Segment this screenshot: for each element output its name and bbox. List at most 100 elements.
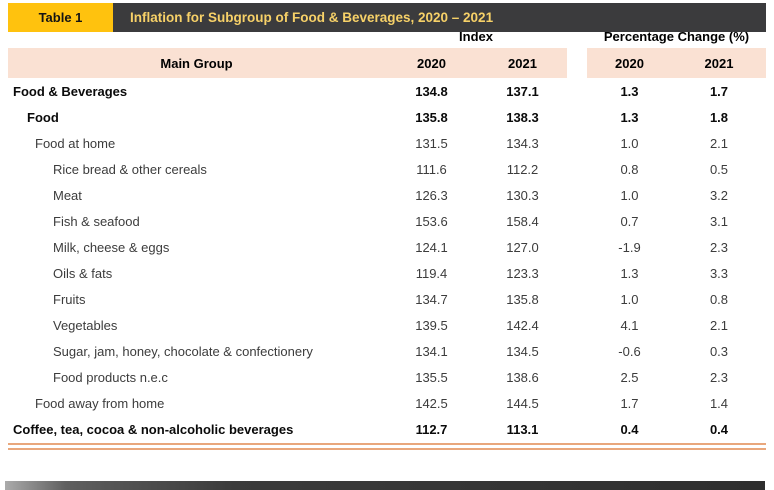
- row-value-index-2020: 112.7: [415, 421, 448, 437]
- table-row: Meat 126.3 130.3 1.0 3.2: [8, 182, 766, 208]
- column-gap: [567, 48, 587, 78]
- row-value-index-2020: 124.1: [415, 239, 448, 255]
- row-value-pct-2021: 2.3: [709, 369, 729, 385]
- table-row: Fish & seafood 153.6 158.4 0.7 3.1: [8, 208, 766, 234]
- row-value-pct-2021: 1.4: [709, 395, 729, 411]
- row-value-index-2021: 158.4: [506, 213, 539, 229]
- pct-2021-header: 2021: [672, 48, 766, 78]
- row-label: Coffee, tea, cocoa & non-alcoholic bever…: [13, 421, 294, 437]
- row-label: Milk, cheese & eggs: [53, 239, 170, 255]
- row-label: Sugar, jam, honey, chocolate & confectio…: [53, 343, 313, 359]
- row-value-pct-2021: 0.8: [709, 291, 729, 307]
- row-gap: [567, 156, 587, 182]
- table-row: Vegetables 139.5 142.4 4.1 2.1: [8, 312, 766, 338]
- row-value-index-2021: 137.1: [506, 83, 539, 99]
- table-column-header-row: Main Group 2020 2021 2020 2021: [8, 48, 766, 78]
- row-value-index-2021: 112.2: [506, 161, 539, 177]
- table-row: Food products n.e.c 135.5 138.6 2.5 2.3: [8, 364, 766, 390]
- row-value-pct-2020: 1.3: [620, 109, 639, 125]
- row-value-pct-2020: 1.7: [620, 395, 639, 411]
- row-gap: [567, 312, 587, 338]
- row-value-index-2020: 131.5: [415, 135, 448, 151]
- row-value-pct-2021: 0.3: [709, 343, 729, 359]
- row-label: Fish & seafood: [53, 213, 140, 229]
- table-title: Inflation for Subgroup of Food & Beverag…: [113, 3, 766, 32]
- row-value-pct-2020: 1.3: [620, 265, 639, 281]
- row-label: Oils & fats: [53, 265, 113, 281]
- row-value-index-2021: 135.8: [506, 291, 539, 307]
- row-value-index-2020: 153.6: [415, 213, 448, 229]
- row-gap: [567, 208, 587, 234]
- table-row: Fruits 134.7 135.8 1.0 0.8: [8, 286, 766, 312]
- row-value-pct-2020: 1.0: [620, 187, 639, 203]
- row-value-pct-2021: 0.4: [709, 421, 729, 437]
- row-value-index-2020: 134.7: [415, 291, 448, 307]
- pct-2020-header: 2020: [587, 48, 672, 78]
- row-value-index-2020: 134.8: [415, 83, 448, 99]
- row-value-index-2021: 130.3: [506, 187, 539, 203]
- table-row: Food at home 131.5 134.3 1.0 2.1: [8, 130, 766, 156]
- row-value-pct-2021: 0.5: [709, 161, 729, 177]
- row-gap: [567, 390, 587, 416]
- row-label: Rice bread & other cereals: [53, 161, 207, 177]
- row-value-index-2020: 142.5: [415, 395, 448, 411]
- row-value-pct-2021: 3.2: [709, 187, 729, 203]
- row-value-pct-2021: 2.1: [709, 135, 729, 151]
- row-value-index-2021: 113.1: [506, 421, 539, 437]
- row-value-pct-2020: 0.4: [620, 421, 639, 437]
- row-label: Food: [27, 109, 59, 125]
- row-value-pct-2021: 2.1: [709, 317, 729, 333]
- column-group-headers: Index Percentage Change (%): [8, 26, 766, 48]
- row-value-index-2021: 127.0: [506, 239, 539, 255]
- table-row: Food away from home 142.5 144.5 1.7 1.4: [8, 390, 766, 416]
- row-value-index-2021: 142.4: [506, 317, 539, 333]
- row-value-pct-2021: 3.1: [709, 213, 729, 229]
- row-value-pct-2021: 3.3: [709, 265, 729, 281]
- row-gap: [567, 78, 587, 104]
- row-value-index-2021: 138.3: [506, 109, 539, 125]
- table-row: Food & Beverages 134.8 137.1 1.3 1.7: [8, 78, 766, 104]
- table-row: Food 135.8 138.3 1.3 1.8: [8, 104, 766, 130]
- row-value-pct-2020: 1.3: [620, 83, 639, 99]
- table-row: Rice bread & other cereals 111.6 112.2 0…: [8, 156, 766, 182]
- row-value-pct-2020: 1.0: [620, 291, 639, 307]
- row-label: Meat: [53, 187, 82, 203]
- index-2020-header: 2020: [385, 48, 478, 78]
- table-row: Oils & fats 119.4 123.3 1.3 3.3: [8, 260, 766, 286]
- row-label: Fruits: [53, 291, 86, 307]
- row-value-index-2021: 138.6: [506, 369, 539, 385]
- row-value-index-2020: 119.4: [415, 265, 448, 281]
- row-value-index-2020: 126.3: [415, 187, 448, 203]
- row-gap: [567, 104, 587, 130]
- row-label: Food at home: [35, 135, 116, 151]
- main-group-header: Main Group: [8, 48, 385, 78]
- row-value-index-2020: 139.5: [415, 317, 448, 333]
- row-gap: [567, 130, 587, 156]
- row-value-index-2020: 135.8: [415, 109, 448, 125]
- table-header-bar: Table 1 Inflation for Subgroup of Food &…: [8, 3, 766, 32]
- row-value-index-2021: 144.5: [506, 395, 539, 411]
- row-value-pct-2020: 0.8: [620, 161, 639, 177]
- row-gap: [567, 338, 587, 364]
- row-label: Food & Beverages: [13, 83, 128, 99]
- row-value-index-2021: 123.3: [506, 265, 539, 281]
- row-value-index-2020: 134.1: [415, 343, 448, 359]
- row-gap: [567, 234, 587, 260]
- table-row: Milk, cheese & eggs 124.1 127.0 -1.9 2.3: [8, 234, 766, 260]
- table-row: Coffee, tea, cocoa & non-alcoholic bever…: [8, 416, 766, 442]
- bottom-shadow-bar: [5, 481, 765, 490]
- row-value-pct-2020: -0.6: [618, 343, 641, 359]
- table-row: Sugar, jam, honey, chocolate & confectio…: [8, 338, 766, 364]
- row-gap: [567, 416, 587, 442]
- row-value-pct-2021: 1.8: [709, 109, 729, 125]
- row-value-pct-2020: 1.0: [620, 135, 639, 151]
- row-label: Vegetables: [53, 317, 118, 333]
- row-value-pct-2020: -1.9: [618, 239, 641, 255]
- row-gap: [567, 182, 587, 208]
- row-value-pct-2020: 0.7: [620, 213, 639, 229]
- row-label: Food products n.e.c: [53, 369, 168, 385]
- row-gap: [567, 364, 587, 390]
- row-value-index-2020: 111.6: [416, 161, 447, 177]
- index-group-header: Index: [459, 29, 493, 44]
